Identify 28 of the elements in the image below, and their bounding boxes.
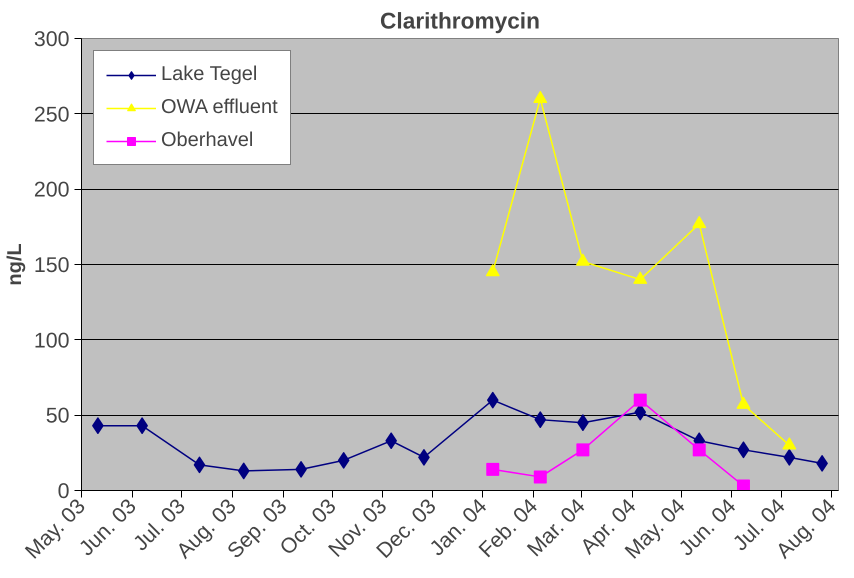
point bbox=[486, 392, 499, 409]
point bbox=[736, 479, 750, 490]
point bbox=[533, 90, 548, 104]
legend-label: Oberhavel bbox=[161, 129, 254, 152]
point bbox=[534, 411, 546, 428]
point bbox=[633, 272, 648, 284]
y-tick-label: 250 bbox=[34, 102, 70, 126]
point bbox=[534, 470, 547, 484]
y-tick-label: 100 bbox=[34, 328, 70, 352]
y-tick-label: 0 bbox=[58, 479, 70, 503]
legend-label: Lake Tegel bbox=[161, 63, 258, 86]
point bbox=[692, 443, 706, 456]
point bbox=[238, 462, 250, 480]
point bbox=[576, 443, 590, 456]
legend-label: OWA effluent bbox=[161, 96, 278, 119]
y-tick-label: 300 bbox=[34, 27, 70, 51]
y-tick-label: 50 bbox=[46, 404, 70, 428]
point bbox=[576, 253, 590, 266]
chart-title: Clarithromycin bbox=[380, 8, 540, 34]
point bbox=[486, 264, 500, 276]
y-tick-label: 200 bbox=[34, 178, 70, 202]
point bbox=[486, 462, 500, 476]
point bbox=[692, 216, 706, 228]
point bbox=[634, 394, 647, 407]
y-axis-title: ng/L bbox=[4, 243, 26, 286]
y-tick-label: 150 bbox=[34, 253, 70, 277]
point bbox=[736, 396, 750, 409]
point bbox=[385, 432, 398, 450]
